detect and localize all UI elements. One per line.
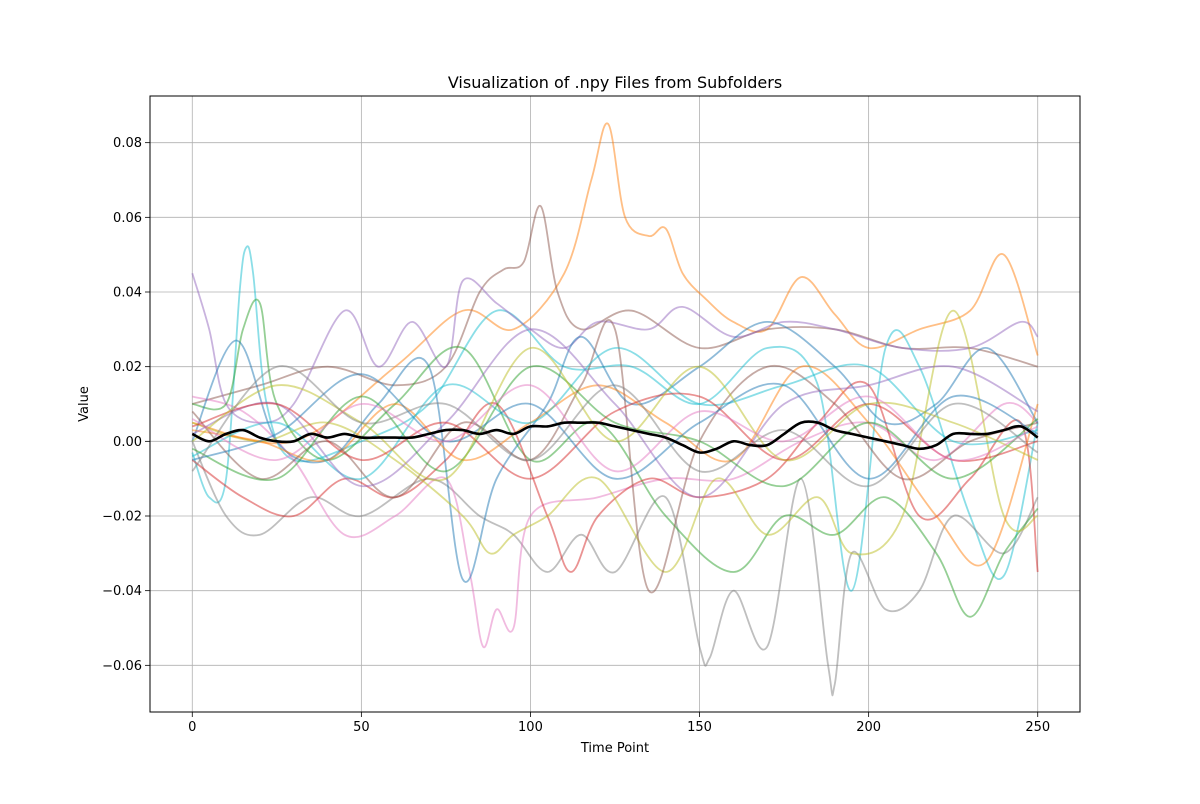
series-line-3 — [191, 245, 1039, 592]
series-line-11 — [192, 365, 1039, 567]
y-tick-label: 0.02 — [113, 360, 142, 375]
y-tick-label: −0.02 — [102, 510, 142, 525]
series-line-12 — [191, 319, 1038, 594]
series-line-10 — [192, 309, 1039, 573]
y-tick-label: 0.08 — [113, 136, 142, 151]
series-line-20 — [191, 384, 1039, 473]
x-tick-label: 50 — [353, 720, 370, 735]
series-line-14 — [191, 328, 1039, 499]
x-tick-label: 150 — [687, 720, 712, 735]
series-line-18 — [191, 347, 1039, 482]
y-tick-label: 0.06 — [113, 211, 142, 226]
series-line-16 — [192, 392, 1038, 480]
x-axis-ticks: 0 50 100 150 200 250 — [188, 712, 1050, 735]
x-tick-label: 0 — [188, 720, 196, 735]
series-line-15 — [191, 365, 1039, 488]
x-axis-label: Time Point — [580, 741, 649, 756]
series-line-1 — [192, 122, 1039, 445]
series-line-19 — [191, 365, 1039, 488]
plot-frame — [149, 95, 1081, 713]
y-axis-ticks: −0.06 −0.04 −0.02 0.00 0.02 0.04 0.06 0.08 — [102, 136, 150, 674]
chart-title: Visualization of .npy Files from Subfold… — [448, 73, 782, 92]
series-line-8 — [191, 380, 1039, 573]
y-axis-label: Value — [77, 386, 92, 422]
y-tick-label: −0.06 — [102, 659, 142, 674]
y-tick-label: 0.04 — [113, 286, 142, 301]
series-line-5 — [191, 440, 1039, 697]
x-tick-label: 200 — [856, 720, 881, 735]
series-line-17 — [192, 373, 1039, 480]
x-tick-label: 250 — [1025, 720, 1050, 735]
mean-line-group — [191, 420, 1039, 454]
x-tick-label: 100 — [518, 720, 543, 735]
y-tick-label: −0.04 — [102, 584, 142, 599]
y-tick-label: 0.00 — [113, 435, 142, 450]
series-lines — [191, 122, 1039, 697]
mean-line — [191, 420, 1039, 454]
